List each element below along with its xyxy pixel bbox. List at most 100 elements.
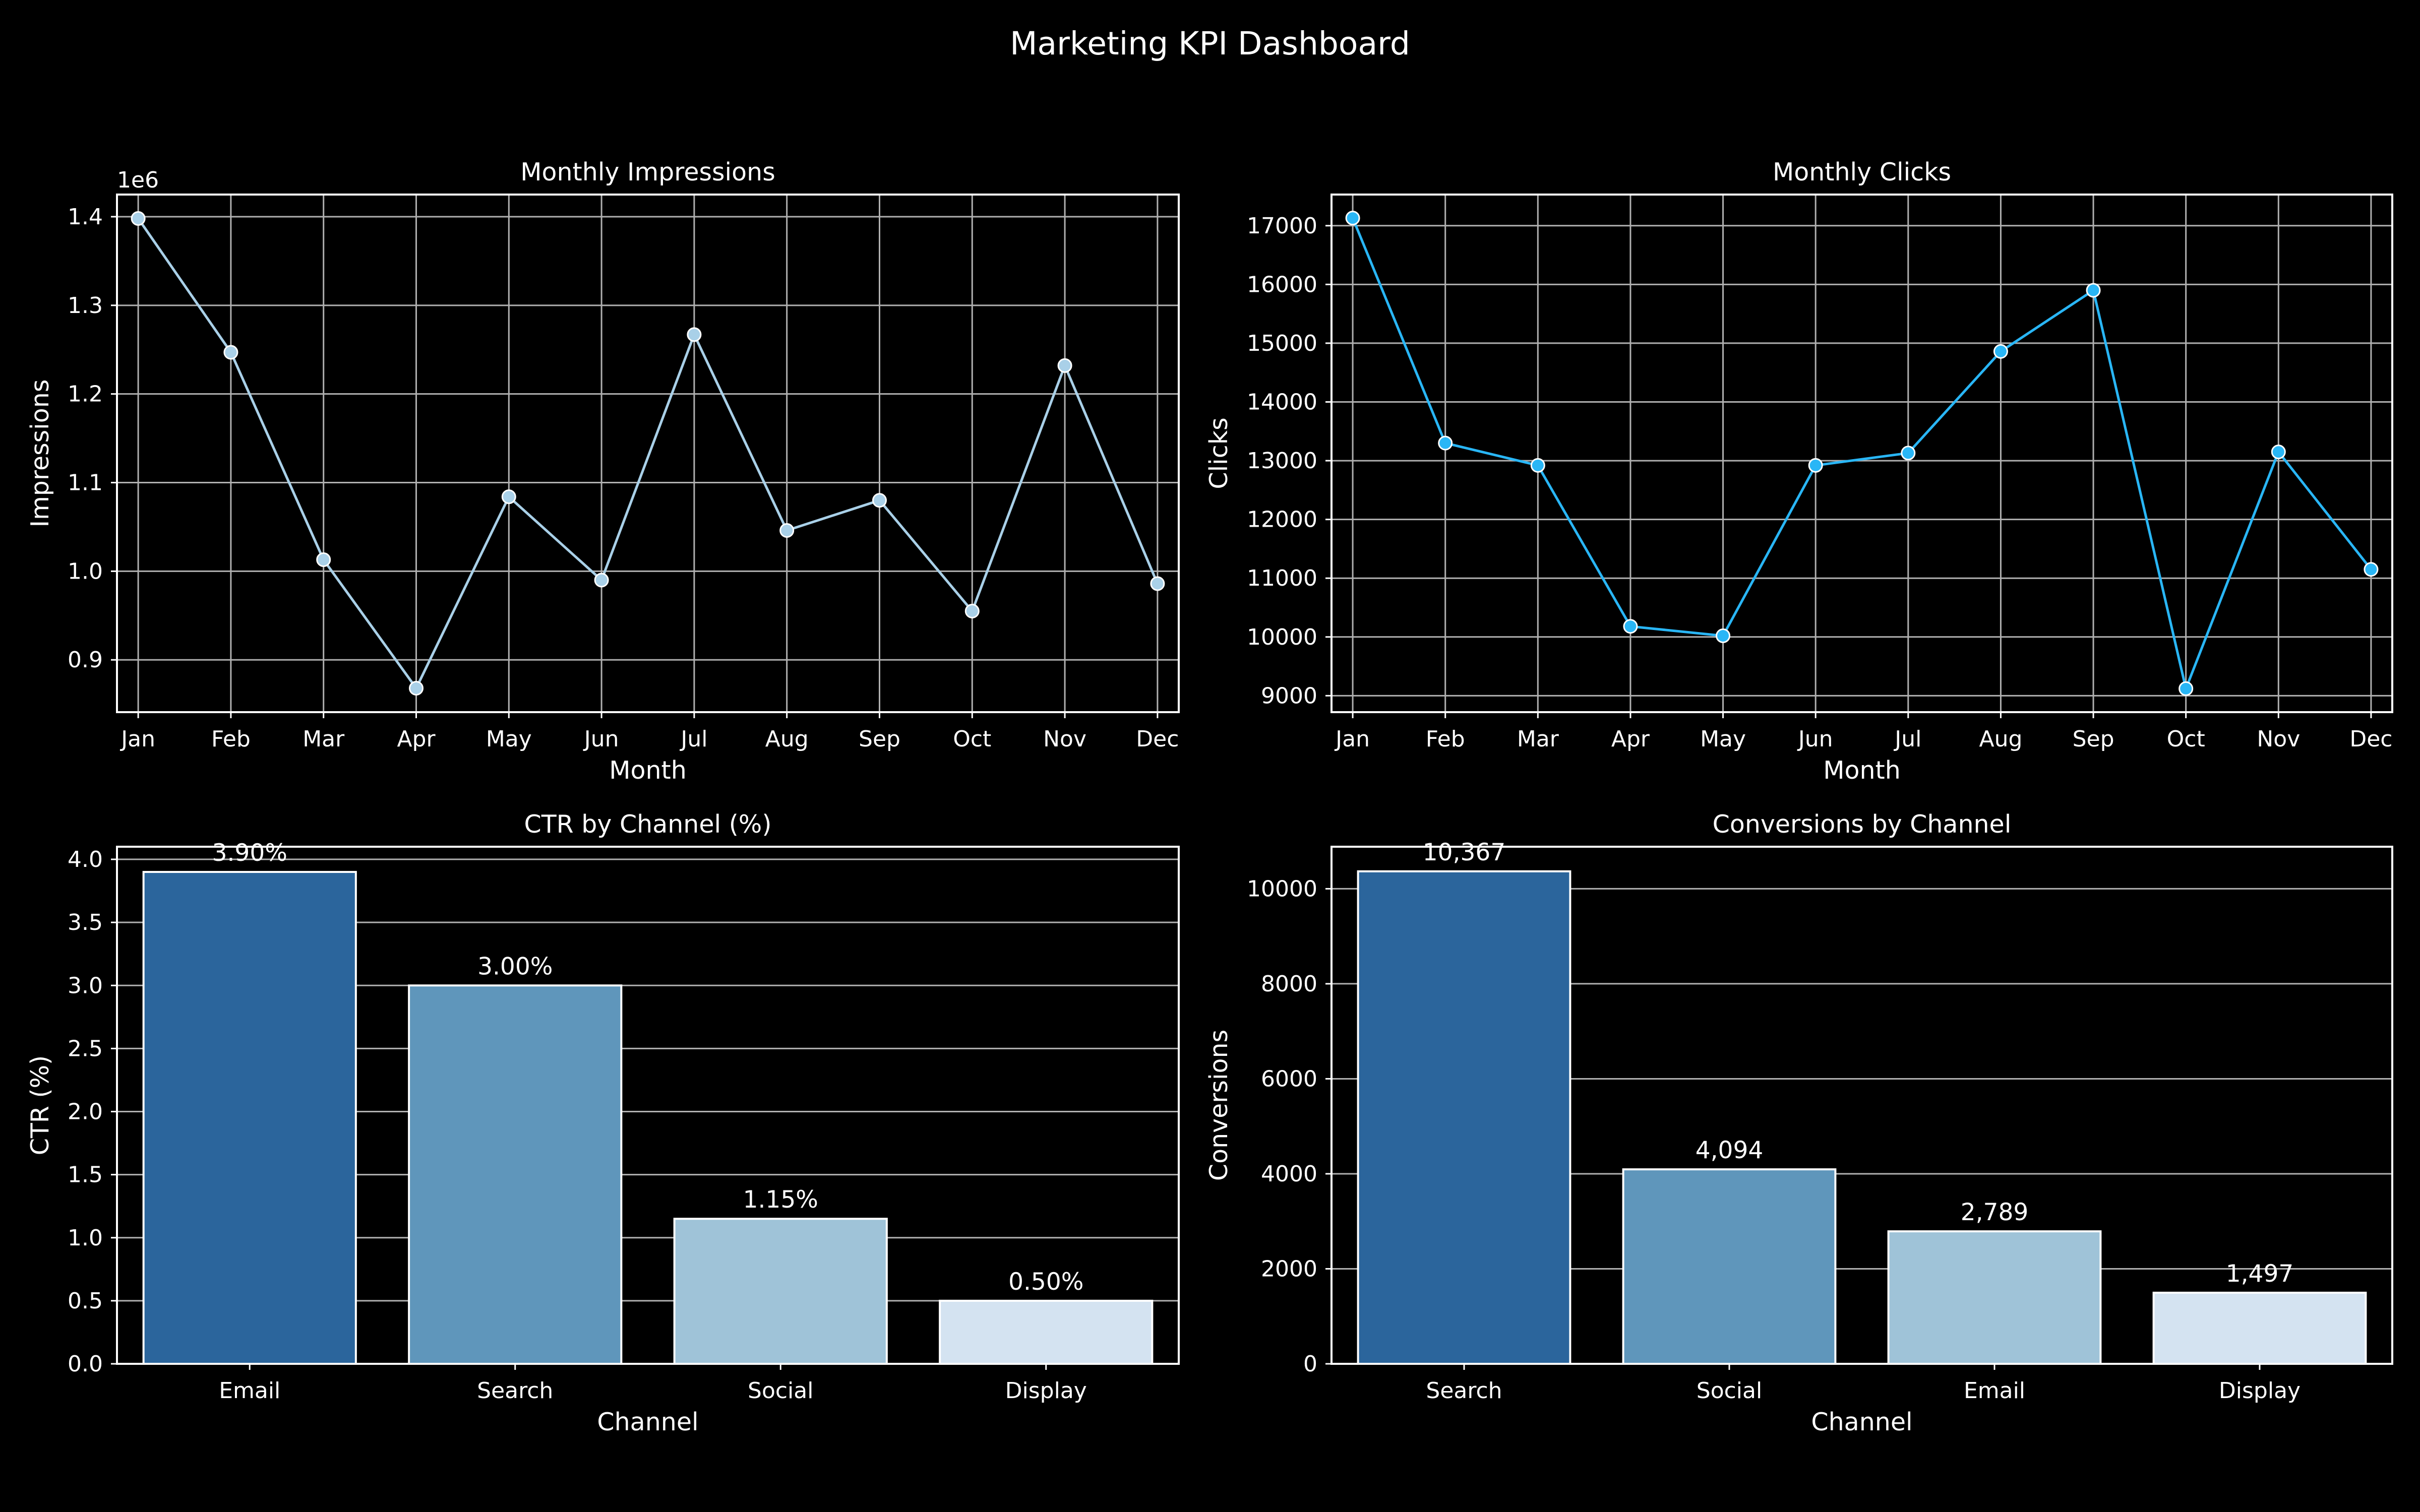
y-tick-label: 0.9 [68, 647, 103, 673]
data-label-social: 4,094 [1696, 1137, 1764, 1164]
clicks-grid [1332, 195, 2392, 712]
clicks-title: Monthly Clicks [1773, 158, 1951, 186]
data-point-sep [872, 493, 887, 508]
x-tick-label: Jun [583, 726, 619, 752]
data-label-email: 3.90% [212, 839, 287, 867]
y-tick-label: 4000 [1261, 1161, 1317, 1187]
data-label-display: 1,497 [2226, 1260, 2294, 1288]
x-tick-label: Display [1005, 1378, 1087, 1404]
y-tick-label: 14000 [1247, 389, 1317, 415]
impressions-plot-frame [116, 194, 1180, 713]
y-tick-label: 8000 [1261, 971, 1317, 997]
data-point-jul [1901, 446, 1916, 461]
y-tick-label: 1.2 [68, 382, 103, 407]
x-tick-label: Social [1697, 1378, 1762, 1404]
impressions-chart: 0.9 1.0 1.1 1.2 1.3 1.4 Jan Feb Mar Apr May Jun Jul A… [26, 158, 1180, 785]
bar-search [408, 984, 623, 1365]
impressions-x-axis-label: Month [609, 756, 687, 785]
clicks-plot-frame [1330, 194, 2393, 713]
data-label-search: 3.00% [477, 953, 553, 980]
x-tick-label: May [1700, 726, 1746, 752]
y-tick-label: 2.0 [68, 1099, 103, 1125]
y-tick-label: 1.0 [68, 558, 103, 584]
data-label-display: 0.50% [1008, 1268, 1083, 1296]
clicks-x-axis-label: Month [1823, 756, 1901, 785]
data-point-dec [1150, 576, 1165, 591]
x-tick-label: Aug [765, 726, 809, 752]
y-tick-label: 3.0 [68, 973, 103, 998]
x-tick-label: Dec [1136, 726, 1179, 752]
y-tick-label: 12000 [1247, 507, 1317, 533]
data-point-oct [964, 604, 980, 619]
data-point-mar [316, 552, 331, 568]
x-tick-label: Dec [2349, 726, 2392, 752]
bar-display [939, 1299, 1154, 1365]
x-tick-label: Mar [1517, 726, 1559, 752]
dashboard-title: Marketing KPI Dashboard [1010, 25, 1410, 62]
y-tick-label: 11000 [1247, 565, 1317, 591]
y-tick-label: 6000 [1261, 1066, 1317, 1092]
conversions-x-axis-label: Channel [1811, 1408, 1912, 1436]
ctr-title: CTR by Channel (%) [524, 810, 772, 839]
y-tick-label: 0.0 [68, 1351, 103, 1377]
x-tick-label: Jul [679, 726, 707, 752]
x-tick-label: Display [2219, 1378, 2301, 1404]
bar-display [2152, 1291, 2367, 1365]
data-point-feb [1438, 435, 1453, 451]
y-tick-label: 13000 [1247, 448, 1317, 474]
y-tick-label: 10000 [1247, 624, 1317, 650]
conversions-plot-frame [1330, 846, 2393, 1365]
y-tick-label: 3.5 [68, 910, 103, 935]
x-tick-label: Nov [1043, 726, 1086, 752]
x-tick-label: Email [1964, 1378, 2025, 1404]
y-tick-label: 0 [1303, 1351, 1317, 1377]
ctr-chart: 3.90% 3.00% 1.15% 0.50% 0.0 0.5 1.0 1.5 2.0 2.5 3.… [26, 810, 1180, 1436]
y-tick-label: 10000 [1247, 876, 1317, 902]
y-tick-label: 2.5 [68, 1036, 103, 1061]
y-tick-label: 0.5 [68, 1288, 103, 1314]
x-tick-label: Email [219, 1378, 280, 1404]
ctr-y-axis-label: CTR (%) [26, 1055, 54, 1156]
conversions-y-axis-label: Conversions [1204, 1030, 1233, 1181]
x-tick-label: Nov [2257, 726, 2300, 752]
x-tick-label: Sep [2073, 726, 2114, 752]
data-label-social: 1.15% [743, 1186, 818, 1214]
y-tick-label: 1.5 [68, 1162, 103, 1188]
conversions-title: Conversions by Channel [1713, 810, 2012, 839]
data-point-jan [131, 211, 146, 226]
data-point-apr [409, 681, 424, 696]
impressions-series-line [137, 218, 1159, 691]
ctr-x-axis-label: Channel [597, 1408, 698, 1436]
data-point-nov [1057, 358, 1072, 373]
y-tick-label: 1.1 [68, 470, 103, 496]
x-tick-label: Jun [1797, 726, 1833, 752]
data-point-jul [687, 327, 702, 342]
x-tick-label: Oct [953, 726, 991, 752]
y-tick-label: 4.0 [68, 847, 103, 872]
data-point-jan [1345, 211, 1360, 226]
data-point-sep [2086, 283, 2101, 298]
data-point-oct [2179, 681, 2194, 696]
clicks-series-line [1351, 217, 2372, 693]
y-tick-label: 15000 [1247, 331, 1317, 356]
data-point-dec [2364, 562, 2379, 577]
y-tick-label: 9000 [1261, 683, 1317, 709]
data-point-may [1716, 628, 1731, 643]
impressions-offset-text: 1e6 [117, 167, 159, 193]
x-tick-label: Search [477, 1378, 553, 1404]
x-tick-label: Mar [302, 726, 345, 752]
x-tick-label: Sep [859, 726, 900, 752]
bar-email [1887, 1230, 2102, 1365]
data-point-may [501, 489, 516, 505]
x-tick-label: Search [1426, 1378, 1502, 1404]
y-tick-label: 1.4 [68, 204, 103, 230]
impressions-y-axis-label: Impressions [26, 380, 54, 528]
x-tick-label: Apr [397, 726, 436, 752]
data-point-aug [1993, 344, 2008, 359]
bar-email [142, 871, 357, 1365]
bar-social [1622, 1168, 1837, 1365]
y-tick-label: 17000 [1247, 213, 1317, 239]
x-tick-label: Oct [2167, 726, 2205, 752]
clicks-chart: 9000 10000 11000 12000 13000 14000 15000 16000 1… [1204, 158, 2393, 785]
